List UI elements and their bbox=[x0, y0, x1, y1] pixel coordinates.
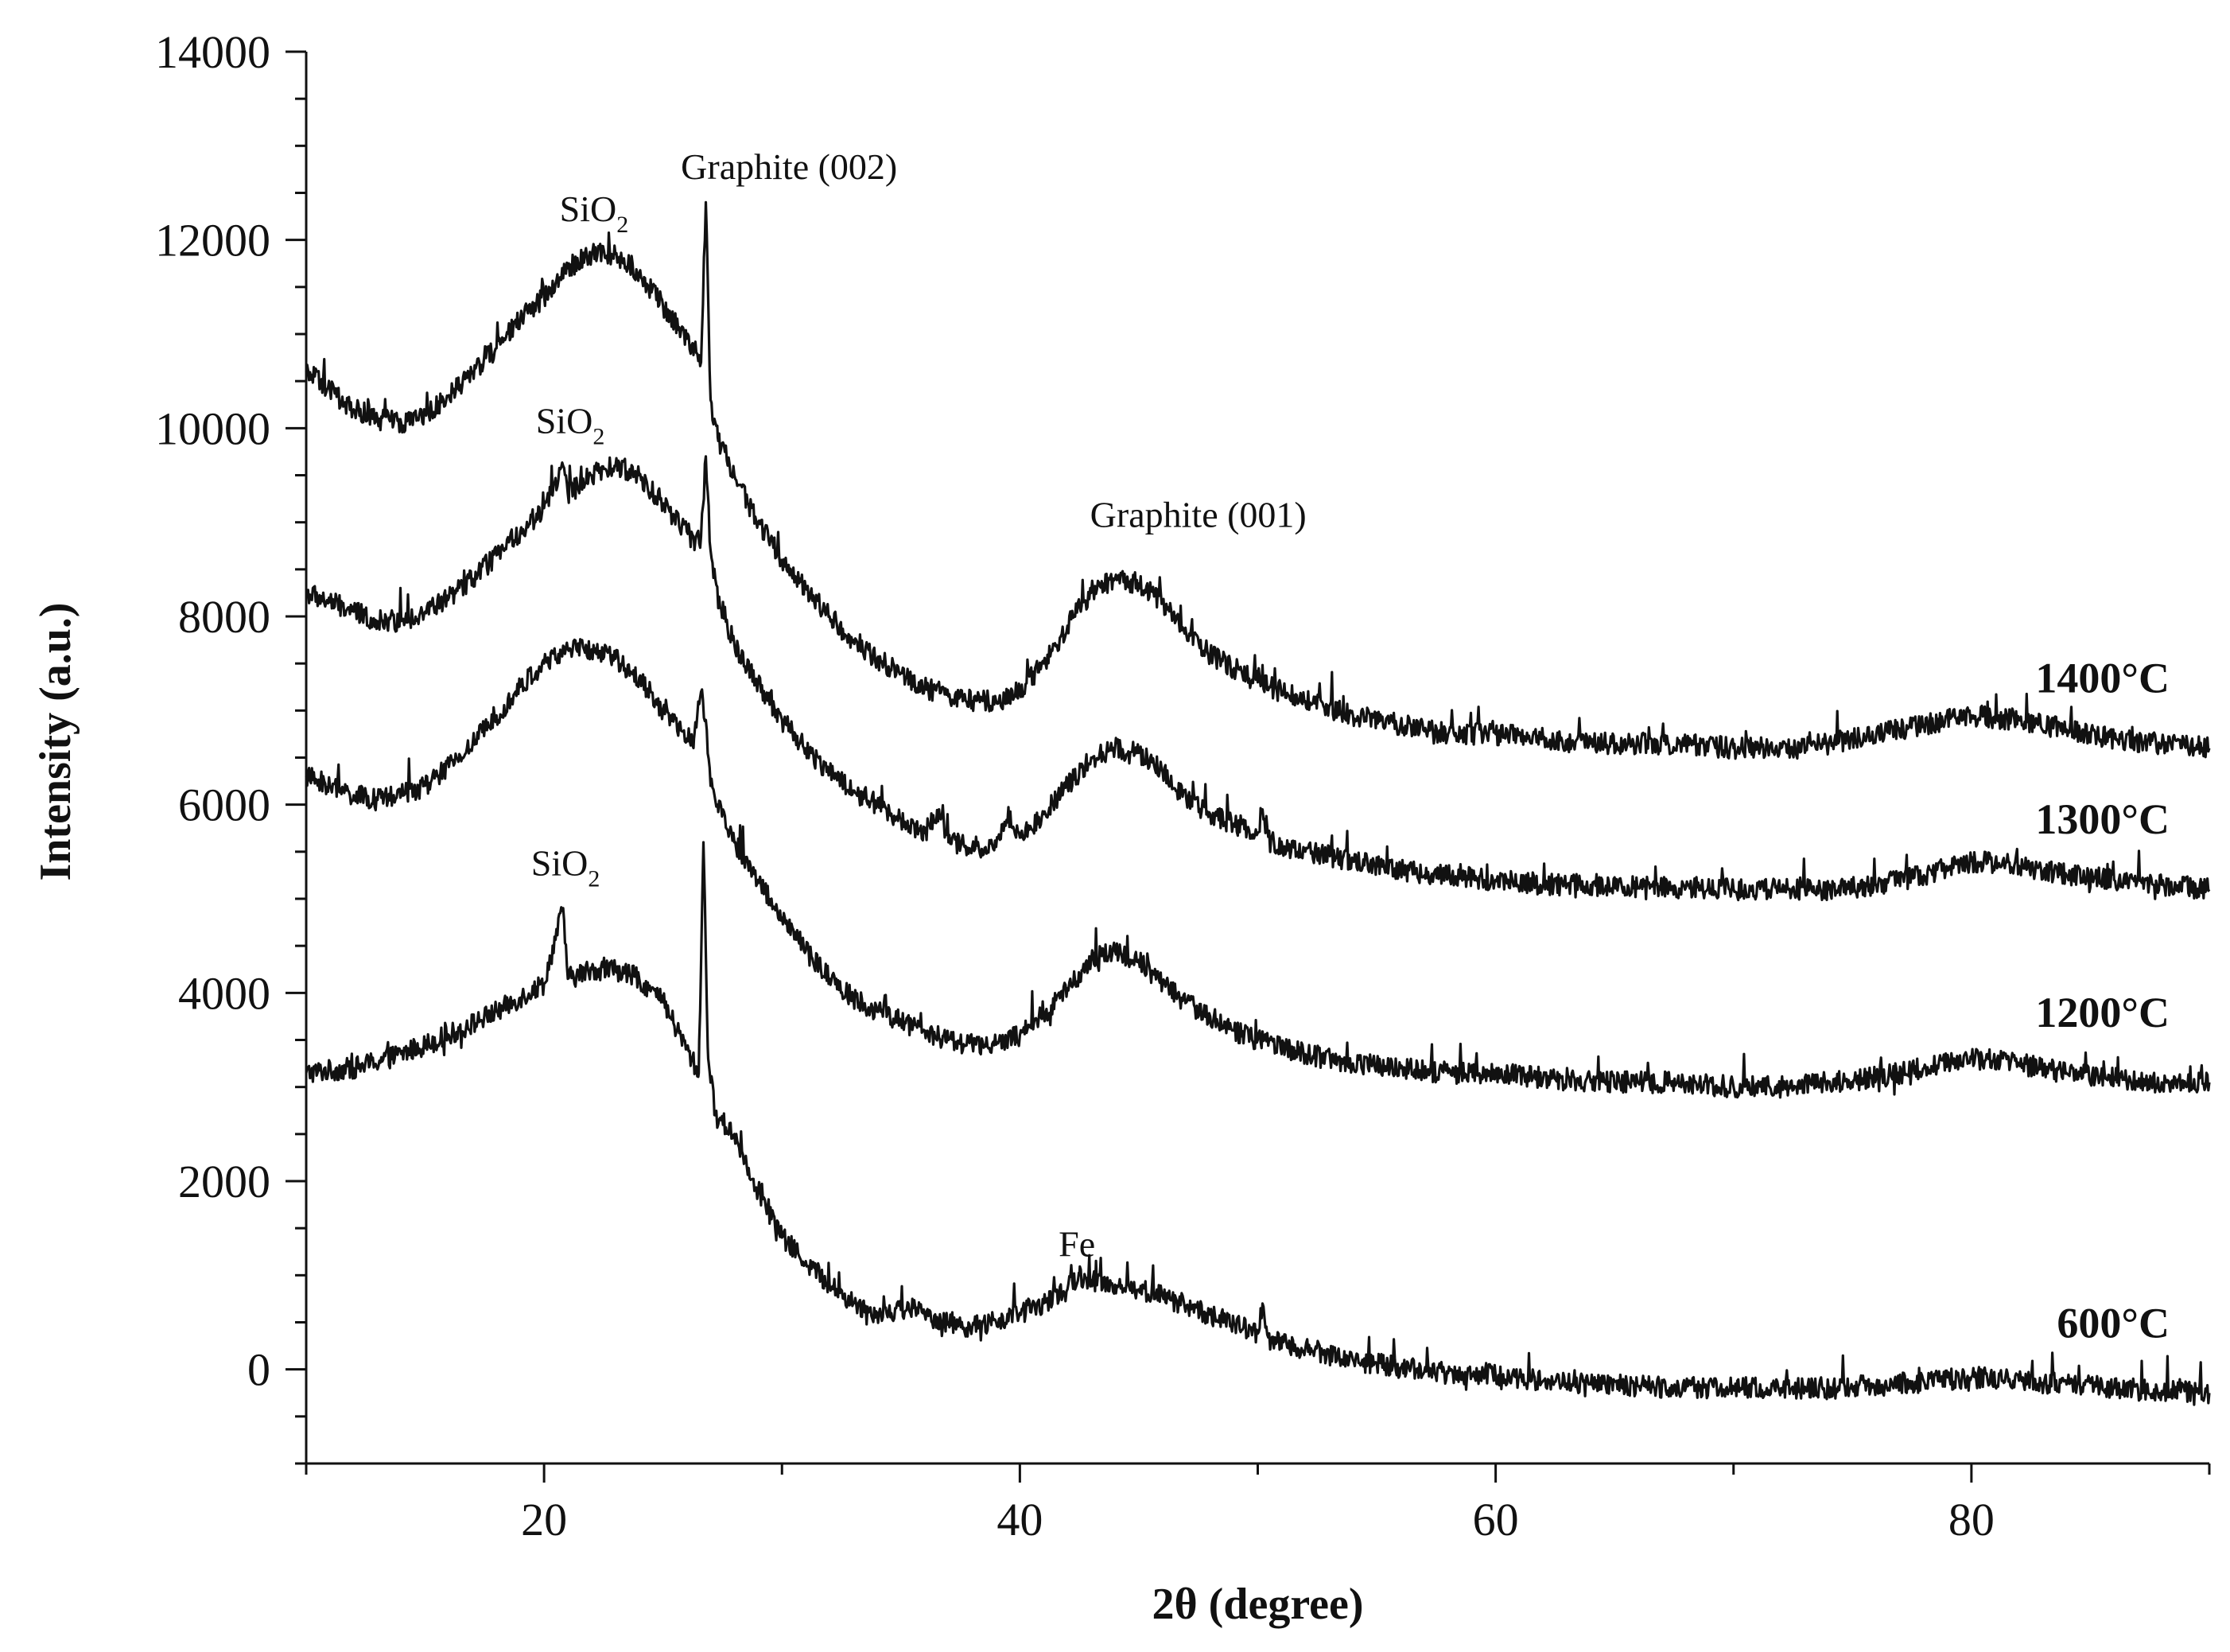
peak-annotation: SiO2 bbox=[536, 400, 605, 449]
series-line-1300°C bbox=[305, 455, 2211, 902]
y-tick-label: 14000 bbox=[155, 26, 270, 78]
x-tick-label: 60 bbox=[1473, 1494, 1519, 1545]
y-tick-label: 12000 bbox=[155, 215, 270, 266]
series-labels: 600°C 1200°C 1300°C 1400°C bbox=[2035, 655, 2170, 1347]
annotation-subscript: 2 bbox=[616, 212, 628, 238]
y-ticks: 0 2000 4000 6000 8000 10000 12000 14000 bbox=[155, 26, 306, 1465]
series-line-1400°C bbox=[305, 200, 2211, 760]
series-line-600°C bbox=[305, 841, 2211, 1406]
peak-annotation: Fe bbox=[1059, 1224, 1095, 1265]
x-axis-title: 2θ (degree) bbox=[1152, 1580, 1363, 1629]
y-tick-label: 6000 bbox=[178, 779, 270, 831]
annotation-subscript: 2 bbox=[588, 865, 600, 892]
series-line-1200°C bbox=[305, 638, 2211, 1099]
axes: 0 2000 4000 6000 8000 10000 12000 14000 20 40 60 8… bbox=[155, 26, 2211, 1545]
x-tick-label: 40 bbox=[997, 1494, 1043, 1545]
peak-annotations: Graphite (002)Graphite (001)SiO2SiO2SiO2… bbox=[531, 146, 1307, 1265]
y-tick-label: 8000 bbox=[178, 591, 270, 643]
y-tick-label: 0 bbox=[247, 1344, 270, 1396]
annotation-subscript: 2 bbox=[592, 423, 604, 449]
y-tick-label: 2000 bbox=[178, 1156, 270, 1207]
peak-annotation: SiO2 bbox=[560, 189, 629, 238]
annotation-text: Fe bbox=[1059, 1224, 1095, 1265]
y-tick-label: 4000 bbox=[178, 967, 270, 1019]
x-tick-label: 20 bbox=[521, 1494, 567, 1545]
series-label: 1200°C bbox=[2035, 989, 2170, 1036]
peak-annotation: Graphite (001) bbox=[1090, 495, 1307, 535]
x-tick-label: 80 bbox=[1948, 1494, 1995, 1545]
annotation-text: SiO bbox=[560, 189, 617, 229]
annotation-text: Graphite (001) bbox=[1090, 495, 1307, 535]
series-label: 600°C bbox=[2057, 1299, 2170, 1347]
series-lines bbox=[305, 200, 2211, 1406]
series-label: 1400°C bbox=[2035, 655, 2170, 702]
x-ticks: 20 40 60 80 bbox=[305, 1463, 2211, 1545]
annotation-text: Graphite (002) bbox=[681, 146, 897, 187]
peak-annotation: Graphite (002) bbox=[681, 146, 897, 187]
y-tick-label: 10000 bbox=[155, 402, 270, 454]
series-label: 1300°C bbox=[2035, 795, 2170, 843]
annotation-text: SiO bbox=[536, 400, 593, 441]
annotation-text: SiO bbox=[531, 842, 589, 883]
peak-annotation: SiO2 bbox=[531, 842, 600, 892]
y-axis-title: Intensity (a.u.) bbox=[31, 602, 80, 880]
